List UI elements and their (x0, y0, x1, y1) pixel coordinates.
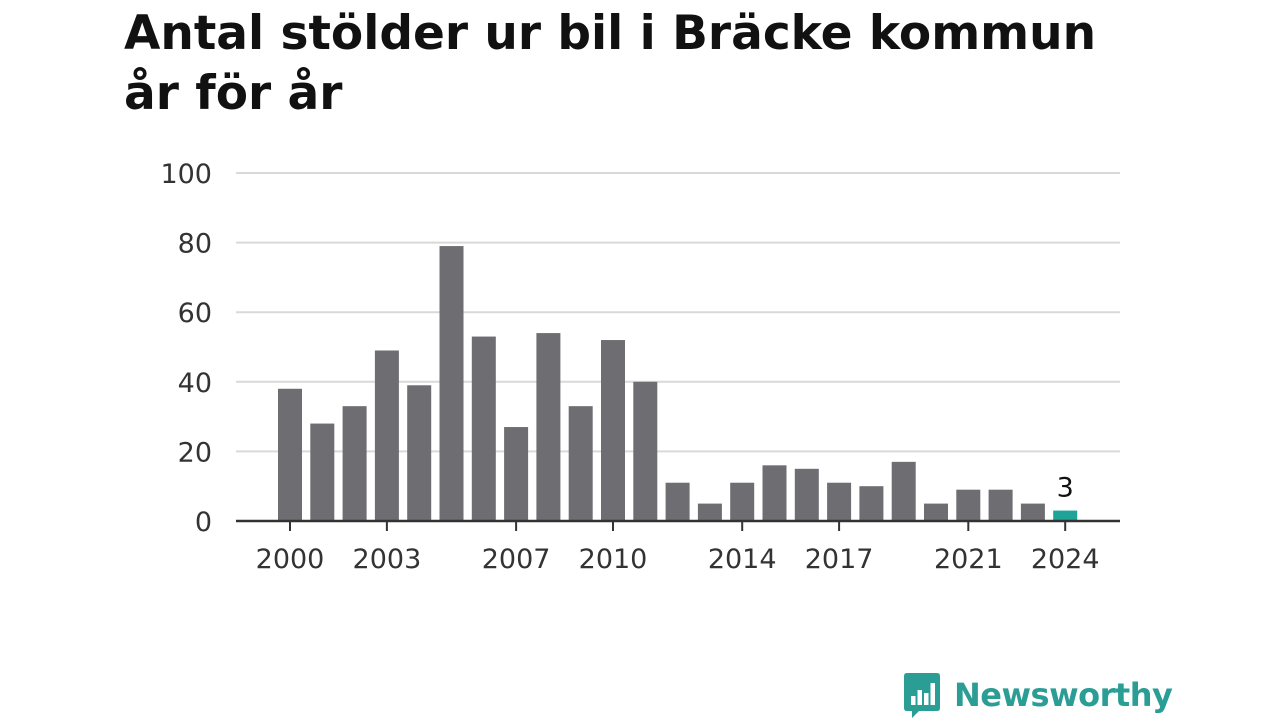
bar-2018 (859, 486, 884, 521)
newsworthy-chart-bubble-icon (904, 673, 940, 718)
bar-2014 (730, 482, 755, 521)
x-axis: 2000 2003 2007 2010 2014 2017 2021 2024 (236, 519, 1120, 575)
bar-2011 (633, 381, 658, 521)
y-tick-label-20: 20 (178, 437, 212, 468)
x-tick-label-2003: 2003 (353, 544, 422, 575)
x-tick-label-2021: 2021 (934, 544, 1003, 575)
chart-title: Antal stölder ur bil i Bräcke kommun år … (124, 6, 1097, 121)
bar-2000 (278, 388, 302, 521)
y-tick-label-0: 0 (195, 507, 212, 538)
x-tick-label-2010: 2010 (579, 544, 648, 575)
bar-2004 (407, 385, 432, 521)
bar-2005 (439, 246, 464, 521)
bar-2023 (1020, 503, 1045, 521)
bar-2001 (310, 423, 335, 521)
bar-2015 (762, 465, 787, 521)
bar-2022 (988, 489, 1013, 521)
x-tick-label-2000: 2000 (256, 544, 325, 575)
bar-2012 (665, 482, 690, 521)
bar-2020 (924, 503, 948, 521)
x-tick-label-2017: 2017 (805, 544, 874, 575)
x-tick-label-2024: 2024 (1031, 544, 1100, 575)
bar-2021 (956, 489, 981, 521)
y-tick-label-60: 60 (178, 298, 212, 329)
bar-2013 (697, 503, 722, 521)
bar-2006 (471, 336, 496, 521)
y-tick-label-100: 100 (160, 159, 212, 190)
bar-2008 (536, 333, 561, 521)
data-label-2024: 3 (1057, 473, 1074, 504)
logo-text: Newsworthy (954, 676, 1173, 714)
bar-2009 (568, 406, 593, 521)
bar-2024 (1053, 510, 1078, 521)
bar-2007 (504, 427, 529, 521)
y-tick-label-80: 80 (178, 229, 212, 260)
y-tick-label-40: 40 (178, 368, 212, 399)
bar-2010 (601, 340, 625, 521)
y-axis-labels: 0 20 40 60 80 100 (160, 159, 212, 538)
x-tick-label-2007: 2007 (482, 544, 551, 575)
bars (278, 246, 1078, 521)
bar-2002 (342, 406, 367, 521)
bar-2017 (827, 482, 852, 521)
bar-2016 (794, 468, 819, 521)
gridlines (236, 172, 1120, 453)
bar-2003 (374, 350, 399, 521)
newsworthy-logo: Newsworthy (902, 670, 1173, 720)
x-tick-label-2014: 2014 (708, 544, 777, 575)
bar-2019 (891, 461, 916, 521)
data-labels: 3 (1057, 473, 1074, 504)
